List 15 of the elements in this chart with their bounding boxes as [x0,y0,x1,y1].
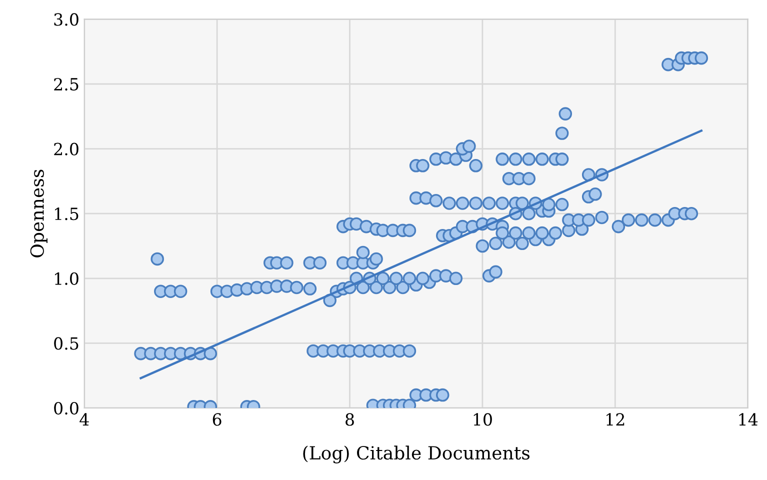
x-tick-label: 6 [212,413,222,426]
x-tick-label: 12 [606,413,624,426]
y-tick-label: 1.5 [55,208,78,220]
x-tick-label: 14 [739,413,758,426]
y-tick-label: 1.0 [55,272,78,285]
y-tick-label: 2.0 [54,142,78,156]
x-tick-label: 10 [474,413,492,426]
x-axis-title: (Log) Citable Documents [303,446,530,464]
y-axis-title: Openness [30,170,48,258]
y-tick-label: 3.0 [54,13,78,26]
x-tick-label: 8 [346,413,354,426]
y-tick-label: 0.0 [54,402,78,415]
x-tick-label: 4 [80,413,89,426]
y-tick-label: 2.5 [54,78,78,91]
y-tick-label: 0.5 [54,337,78,350]
